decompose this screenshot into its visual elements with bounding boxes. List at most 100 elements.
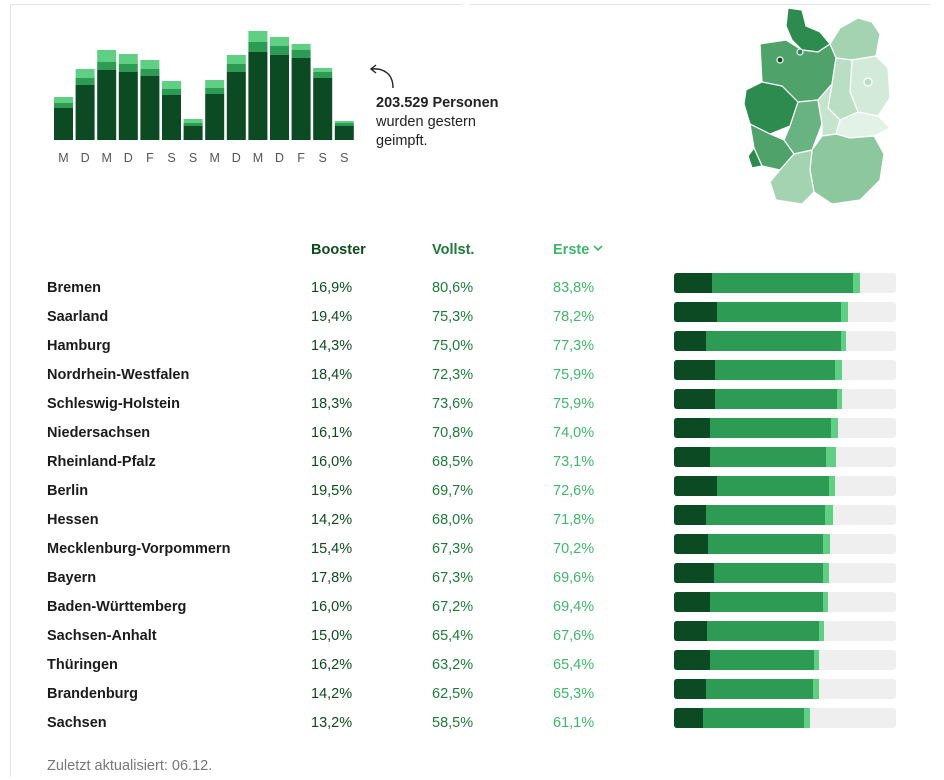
column-header-booster[interactable]: Booster [311, 242, 366, 258]
state-name: Baden-Württemberg [47, 599, 187, 615]
map-berlin [863, 77, 873, 87]
table-row: Sachsen 13,2% 58,5% 61,1% [0, 708, 944, 744]
daily-bar-zweit [183, 123, 203, 126]
day-label: M [101, 151, 111, 165]
table-row: Sachsen-Anhalt 15,0% 65,4% 67,6% [0, 621, 944, 657]
daily-bar-booster [140, 76, 160, 140]
daily-bar-zweit [334, 123, 354, 126]
vollst-value: 58,5% [432, 715, 474, 731]
progress-bar [674, 563, 896, 583]
daily-bar-erst [162, 81, 181, 89]
daily-bar-booster [248, 52, 268, 140]
daily-bar-booster [118, 72, 138, 140]
vollst-value: 67,2% [432, 599, 474, 615]
map-bayern [809, 133, 885, 205]
erste-value: 78,2% [553, 309, 595, 325]
daily-bar-booster [205, 94, 225, 140]
day-label: D [124, 151, 133, 165]
daily-bar-erst [97, 50, 117, 62]
state-name: Hessen [47, 512, 99, 528]
erste-value: 77,3% [553, 338, 595, 354]
progress-bar [674, 534, 896, 554]
daily-bar-zweit [75, 78, 95, 85]
progress-bar [674, 331, 896, 351]
chevron-down-icon [593, 245, 603, 252]
progress-bar [674, 476, 896, 496]
progress-bar [674, 679, 896, 699]
daily-bar-booster [270, 55, 289, 140]
daily-bar-booster [162, 95, 181, 140]
germany-map [743, 7, 892, 205]
vollst-value: 70,8% [432, 425, 474, 441]
state-name: Thüringen [47, 657, 118, 673]
daily-bar-zweit [97, 62, 117, 70]
table-row: Thüringen 16,2% 63,2% 65,4% [0, 650, 944, 686]
vollst-segment [674, 708, 804, 728]
booster-segment [674, 563, 714, 583]
progress-bar [674, 418, 896, 438]
booster-value: 16,0% [311, 454, 353, 470]
vollst-value: 72,3% [432, 367, 474, 383]
map-mecklenburg-vorpommern [829, 17, 881, 61]
booster-value: 14,2% [311, 512, 353, 528]
booster-value: 19,5% [311, 483, 353, 499]
vollst-segment [674, 389, 838, 409]
table-row: Saarland 19,4% 75,3% 78,2% [0, 302, 944, 338]
state-name: Brandenburg [47, 686, 139, 702]
vollst-segment [674, 592, 824, 612]
erste-value: 72,6% [553, 483, 595, 499]
frame-gap [462, 0, 470, 8]
map-saarland [747, 146, 763, 169]
daily-bar-zweit [162, 89, 181, 95]
table-row: Brandenburg 14,2% 62,5% 65,3% [0, 679, 944, 715]
erste-value: 74,0% [553, 425, 595, 441]
daily-bar-erst [291, 44, 311, 50]
progress-bar [674, 621, 896, 641]
daily-bar-erst [140, 60, 160, 69]
progress-bar [674, 447, 896, 467]
daily-bar-erst [205, 80, 225, 88]
column-header-erste[interactable]: Erste [553, 242, 603, 258]
vollst-segment [674, 418, 832, 438]
map-baden-wuerttemberg [769, 149, 815, 205]
daily-bar-erst [226, 55, 246, 64]
booster-value: 17,8% [311, 570, 353, 586]
table-row: Hamburg 14,3% 75,0% 77,3% [0, 331, 944, 367]
vollst-value: 68,0% [432, 512, 474, 528]
state-name: Saarland [47, 309, 109, 325]
card-frame [10, 4, 931, 777]
daily-bar-zweit [205, 88, 225, 94]
daily-bar-booster [291, 58, 311, 140]
booster-segment [674, 331, 706, 351]
day-label: S [189, 151, 197, 165]
state-name: Nordrhein-Westfalen [47, 367, 190, 383]
state-name: Bayern [47, 570, 97, 586]
daily-bar-erst [75, 69, 95, 78]
column-header-vollst[interactable]: Vollst. [432, 242, 475, 258]
table-row: Nordrhein-Westfalen 18,4% 72,3% 75,9% [0, 360, 944, 396]
daily-bar-zweit [313, 72, 333, 78]
booster-segment [674, 447, 710, 467]
vollst-value: 62,5% [432, 686, 474, 702]
column-header-erste-label: Erste [553, 242, 590, 258]
vollst-value: 73,6% [432, 396, 474, 412]
day-label: D [275, 151, 284, 165]
vollst-value: 75,3% [432, 309, 474, 325]
daily-bar-zweit [118, 64, 138, 72]
booster-value: 16,2% [311, 657, 353, 673]
day-label: S [167, 151, 175, 165]
booster-value: 16,0% [311, 599, 353, 615]
state-name: Mecklenburg-Vorpommern [47, 541, 231, 557]
day-label: S [340, 151, 348, 165]
progress-bar [674, 389, 896, 409]
booster-value: 18,4% [311, 367, 353, 383]
erste-value: 65,4% [553, 657, 595, 673]
daily-bar-erst [334, 121, 354, 123]
booster-value: 15,0% [311, 628, 353, 644]
callout-number: 203.529 Personen [376, 95, 499, 111]
vollst-segment [674, 679, 813, 699]
daily-bar-booster [226, 72, 246, 140]
booster-segment [674, 476, 718, 496]
vollst-value: 80,6% [432, 280, 474, 296]
erste-value: 75,9% [553, 396, 595, 412]
